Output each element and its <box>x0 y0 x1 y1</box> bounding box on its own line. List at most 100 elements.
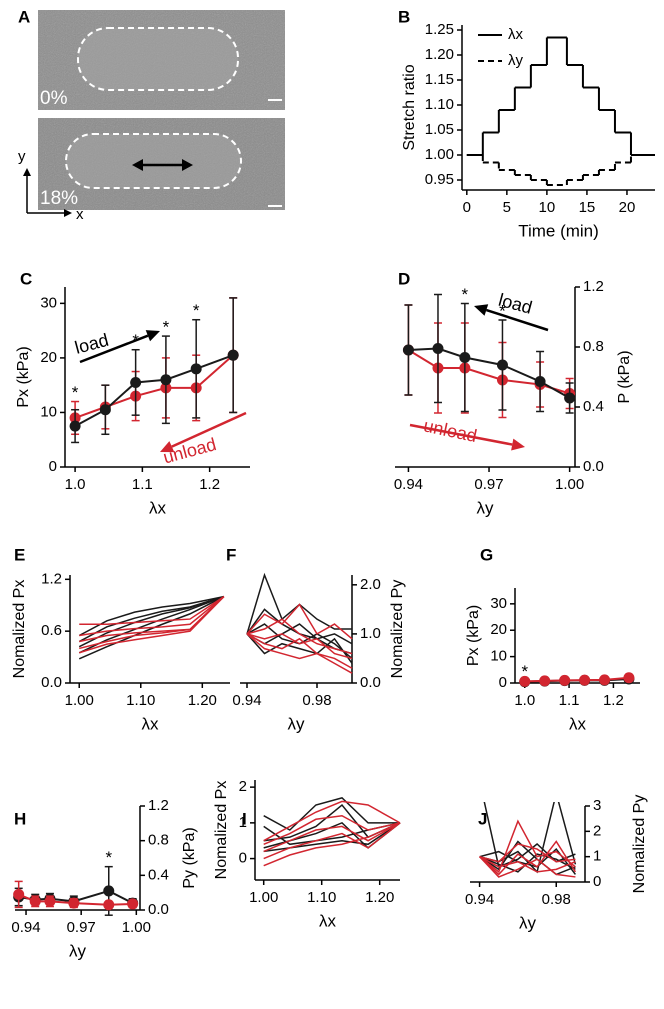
panel-label: F <box>226 545 236 564</box>
x-tick-label: 0.98 <box>542 891 571 908</box>
x-tick-label: 0.94 <box>11 919 40 936</box>
y-tick-label: 1 <box>593 848 601 865</box>
series-line <box>263 822 401 853</box>
x-axis-label: λx <box>142 714 160 733</box>
y-tick-label: 0.0 <box>41 674 62 691</box>
marker <box>190 363 202 375</box>
x-axis-label: λx <box>319 911 337 930</box>
y-tick-label: 0.8 <box>583 338 604 355</box>
series-line <box>246 633 353 660</box>
legend-label: λx <box>508 26 524 43</box>
x-tick-label: 1.0 <box>514 692 535 709</box>
y-tick-label: 1.2 <box>148 797 169 814</box>
x-tick-label: 1.20 <box>365 889 394 906</box>
y-tick-label: 30 <box>490 595 507 612</box>
y-tick-label: 0.0 <box>360 674 381 691</box>
y-axis-label: Nomalized Py <box>631 795 648 894</box>
y-tick-label: 2 <box>239 778 247 795</box>
y-tick-label: 0.4 <box>148 866 169 883</box>
x-tick-label: 0 <box>463 199 471 216</box>
x-tick-label: 20 <box>619 199 636 216</box>
x-tick-label: 5 <box>503 199 511 216</box>
series-line <box>78 595 225 660</box>
y-tick-label: 1.20 <box>425 46 454 63</box>
series-line <box>246 633 353 669</box>
x-tick-label: 0.97 <box>474 476 503 493</box>
y-tick-label: 1.25 <box>425 21 454 38</box>
chart: 1.00 1.10 1.20 0.0 0.6 1.2 λx Nomalized Px <box>11 570 230 733</box>
panel-label: A <box>18 7 30 26</box>
series-line <box>408 347 571 399</box>
significance-mark: * <box>462 285 469 304</box>
marker <box>539 675 551 687</box>
x-tick-label: 1.20 <box>188 692 217 709</box>
chart: 1.00 1.10 1.20 0 1 2 λx Nomalized Px <box>213 778 401 930</box>
marker <box>13 888 25 900</box>
significance-mark: * <box>193 301 200 320</box>
x-axis-label: λy <box>288 714 306 733</box>
x-tick-label: 1.1 <box>559 692 580 709</box>
series-line <box>79 596 225 650</box>
axis-letter: x <box>76 206 84 223</box>
y-tick-label: 0 <box>593 873 601 890</box>
marker <box>160 374 172 386</box>
x-tick-label: 10 <box>539 199 556 216</box>
x-tick-label: 1.2 <box>199 476 220 493</box>
x-tick-label: 1.00 <box>555 476 584 493</box>
y-tick-label: 1.10 <box>425 96 454 113</box>
chart: 1.0 1.1 1.2 0 10 20 30 λx Px (kPa) * <box>465 588 640 733</box>
panel-label: D <box>398 269 410 288</box>
x-axis-label: λx <box>569 714 587 733</box>
series-line <box>479 856 576 878</box>
y-tick-label: 1.00 <box>425 146 454 163</box>
y-tick-label: 10 <box>40 403 57 420</box>
y-tick-label: 0.4 <box>583 398 604 415</box>
marker <box>103 899 115 911</box>
x-tick-label: 1.0 <box>65 476 86 493</box>
series-line <box>263 822 401 853</box>
chart: 0 5 10 15 20 0.95 1.00 1.05 1.10 1.15 1.20 1.25 Time… <box>401 21 655 240</box>
arrow-head <box>64 209 72 217</box>
arrow-head <box>511 438 525 451</box>
y-axis-label: Px (kPa) <box>465 605 482 666</box>
axis-letter: y <box>18 148 26 165</box>
x-tick-label: 1.1 <box>132 476 153 493</box>
chart: 0.94 0.98 0 1 2 3 λy Nomalized Py <box>465 795 648 933</box>
x-axis-label: λy <box>69 941 87 960</box>
series-line <box>246 603 353 640</box>
series-line <box>483 802 576 868</box>
panel-label: E <box>14 545 25 564</box>
series-line <box>78 595 225 648</box>
marker <box>496 359 508 371</box>
significance-mark: * <box>72 383 79 402</box>
y-tick-label: 0.0 <box>148 901 169 918</box>
y-tick-label: 0.6 <box>41 622 62 639</box>
chart: 0.94 0.98 0.0 1.0 2.0 λy Nomalized Py <box>232 572 406 733</box>
series-line <box>246 633 353 674</box>
y-axis-label: Nomalized Px <box>11 580 28 679</box>
y-tick-label: 1.15 <box>425 71 454 88</box>
panel-a-images: 0% 18% y x <box>18 10 285 223</box>
y-tick-label: 0.95 <box>425 171 454 188</box>
x-tick-label: 1.10 <box>126 692 155 709</box>
y-tick-label: 1.2 <box>583 278 604 295</box>
y-tick-label: 10 <box>490 648 507 665</box>
marker <box>579 674 591 686</box>
arrow-head <box>160 441 175 453</box>
image-label: 0% <box>40 88 68 109</box>
marker <box>559 674 571 686</box>
chart: 0.94 0.97 1.000.0 0.4 0.8 1.2 λy Py (kPa) * <box>11 797 198 961</box>
marker <box>69 420 81 432</box>
marker <box>103 885 115 897</box>
x-tick-label: 1.00 <box>122 919 151 936</box>
marker <box>130 376 142 388</box>
x-tick-label: 15 <box>579 199 596 216</box>
x-axis-label: λx <box>149 498 167 517</box>
x-axis-label: λy <box>519 913 537 932</box>
y-tick-label: 0.0 <box>583 458 604 475</box>
series-line <box>263 814 401 845</box>
x-tick-label: 0.97 <box>67 919 96 936</box>
marker <box>227 349 239 361</box>
